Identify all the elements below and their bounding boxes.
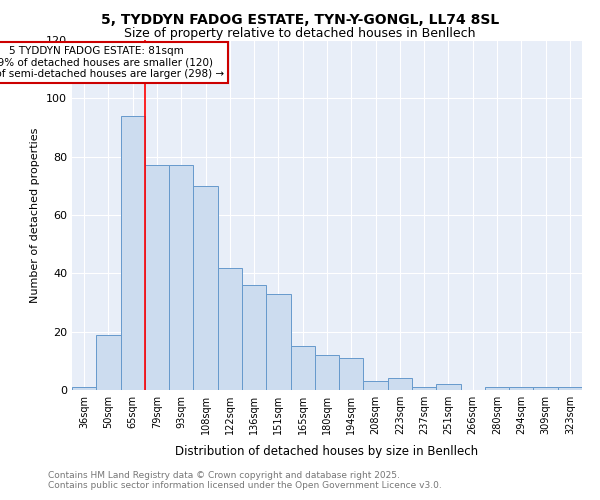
Bar [412, 387, 436, 390]
Bar [169, 166, 193, 390]
Bar [218, 268, 242, 390]
Bar [193, 186, 218, 390]
Bar [72, 387, 96, 390]
Bar [96, 334, 121, 390]
Bar [290, 346, 315, 390]
Y-axis label: Number of detached properties: Number of detached properties [31, 128, 40, 302]
X-axis label: Distribution of detached houses by size in Benllech: Distribution of detached houses by size … [175, 446, 479, 458]
Bar [388, 378, 412, 390]
Bar [533, 387, 558, 390]
Text: 5 TYDDYN FADOG ESTATE: 81sqm
← 29% of detached houses are smaller (120)
71% of s: 5 TYDDYN FADOG ESTATE: 81sqm ← 29% of de… [0, 46, 224, 79]
Bar [509, 387, 533, 390]
Bar [121, 116, 145, 390]
Bar [364, 381, 388, 390]
Bar [558, 387, 582, 390]
Bar [242, 285, 266, 390]
Bar [339, 358, 364, 390]
Text: Size of property relative to detached houses in Benllech: Size of property relative to detached ho… [124, 28, 476, 40]
Bar [266, 294, 290, 390]
Text: Contains HM Land Registry data © Crown copyright and database right 2025.
Contai: Contains HM Land Registry data © Crown c… [48, 470, 442, 490]
Bar [485, 387, 509, 390]
Bar [436, 384, 461, 390]
Text: 5, TYDDYN FADOG ESTATE, TYN-Y-GONGL, LL74 8SL: 5, TYDDYN FADOG ESTATE, TYN-Y-GONGL, LL7… [101, 12, 499, 26]
Bar [315, 355, 339, 390]
Bar [145, 166, 169, 390]
